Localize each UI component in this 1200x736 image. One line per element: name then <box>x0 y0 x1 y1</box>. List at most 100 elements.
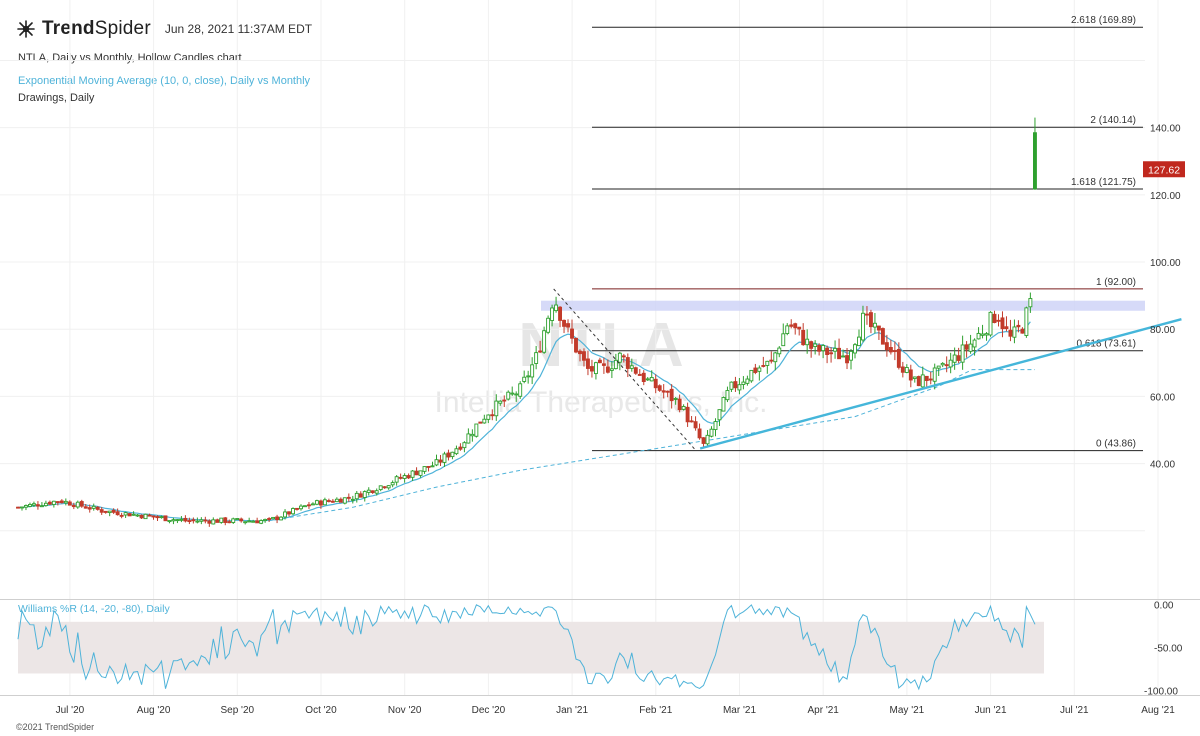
candle-body <box>28 504 32 507</box>
candle-body <box>458 446 463 450</box>
candle-body <box>1012 326 1017 338</box>
candle-body <box>801 329 806 346</box>
candle-body <box>793 323 798 329</box>
drawings[interactable] <box>553 288 1182 451</box>
candle-body <box>167 520 172 523</box>
drawings-label[interactable]: Drawings, Daily <box>18 92 95 104</box>
candle-body <box>287 511 291 515</box>
candle-body <box>821 345 826 352</box>
candle-body <box>589 366 594 372</box>
candle-body <box>669 388 674 402</box>
candle-body <box>785 325 790 335</box>
fib-label-0: 0 (43.86) <box>1096 439 1136 450</box>
candle-body <box>434 459 439 466</box>
candle-body <box>546 317 551 333</box>
candle-body <box>235 518 240 520</box>
candle-body <box>578 350 582 355</box>
candle-body <box>566 323 570 328</box>
candle-body <box>984 333 989 336</box>
candle-body <box>299 505 303 510</box>
timestamp: Jun 28, 2021 11:37AM EDT <box>164 22 313 36</box>
candle-body <box>558 306 563 321</box>
candle-body <box>366 489 371 493</box>
candle-body <box>554 304 559 312</box>
candle-body <box>342 497 347 504</box>
candle-body <box>849 350 853 361</box>
candle-body <box>31 503 36 506</box>
candle-body <box>410 470 415 478</box>
williams-r-tick-label: -100.00 <box>1144 687 1178 698</box>
candle-body-breakout <box>1033 132 1037 189</box>
candle-body <box>47 501 52 505</box>
time-tick-label: Apr '21 <box>808 705 840 716</box>
candle-body <box>255 520 260 524</box>
candle-body <box>876 325 881 331</box>
candle-body <box>932 367 937 382</box>
candle-body <box>705 434 710 445</box>
candle-body <box>649 377 654 382</box>
candle-body <box>175 519 180 522</box>
candle-body <box>494 400 499 417</box>
candle-body <box>665 390 670 393</box>
time-tick-label: Feb '21 <box>639 705 672 716</box>
candle-body <box>446 452 451 458</box>
candle-body <box>195 520 200 523</box>
candle-body <box>414 470 419 476</box>
time-tick-label: Aug '21 <box>1141 705 1175 716</box>
candle-body <box>215 519 220 523</box>
last-price-box <box>1143 161 1185 178</box>
candle-body <box>817 345 822 352</box>
candle-body <box>51 500 56 505</box>
candle-body <box>601 363 606 366</box>
time-tick-label: May '21 <box>890 705 925 716</box>
candle-body <box>765 360 770 366</box>
candle-body <box>809 341 814 349</box>
price-tick-label: 120.00 <box>1150 191 1181 202</box>
candle-body <box>562 319 566 327</box>
candle-body <box>430 465 435 468</box>
fibonacci-levels[interactable]: 2.618 (169.89) 2 (140.14) 1.618 (121.75) 1 … <box>592 15 1143 452</box>
candle-body <box>526 375 531 378</box>
candle-body <box>454 448 459 455</box>
candle-body <box>314 500 319 505</box>
candle-body <box>354 492 359 500</box>
fib-label-1: 1 (92.00) <box>1096 277 1136 288</box>
candle-body <box>334 498 339 503</box>
candle-body <box>310 503 315 506</box>
time-tick-label: Dec '20 <box>472 705 506 716</box>
candle-body <box>888 347 893 353</box>
candle-body <box>641 372 646 382</box>
candle-body <box>24 505 28 508</box>
candle-body <box>721 397 726 412</box>
candle-body <box>892 350 897 353</box>
candle-body <box>474 423 479 437</box>
candle-body <box>861 312 865 341</box>
candle-body <box>239 518 244 522</box>
candle-body <box>155 516 160 519</box>
candle-body <box>482 418 487 424</box>
candle-body <box>418 470 423 476</box>
candle-body <box>330 500 335 503</box>
candle-body <box>880 328 885 345</box>
candle-body <box>374 490 379 494</box>
candle-body <box>625 357 630 369</box>
candle-body <box>586 358 590 369</box>
candle-body <box>115 511 120 516</box>
ascending-trendline[interactable] <box>699 317 1182 450</box>
candle-body <box>605 366 610 373</box>
candle-body <box>231 518 236 523</box>
candle-body <box>307 504 311 507</box>
candle-body <box>99 509 104 513</box>
candle-body <box>956 355 961 361</box>
candle-body <box>227 521 232 524</box>
williams-r-line <box>17 604 1036 691</box>
candle-body <box>219 517 224 523</box>
candle-body <box>920 374 925 388</box>
candle-body <box>992 313 997 324</box>
candle-body <box>637 373 642 376</box>
candle-body <box>402 475 407 479</box>
candle-body <box>16 506 20 509</box>
candle-body <box>322 499 327 506</box>
candle-body <box>390 482 395 486</box>
